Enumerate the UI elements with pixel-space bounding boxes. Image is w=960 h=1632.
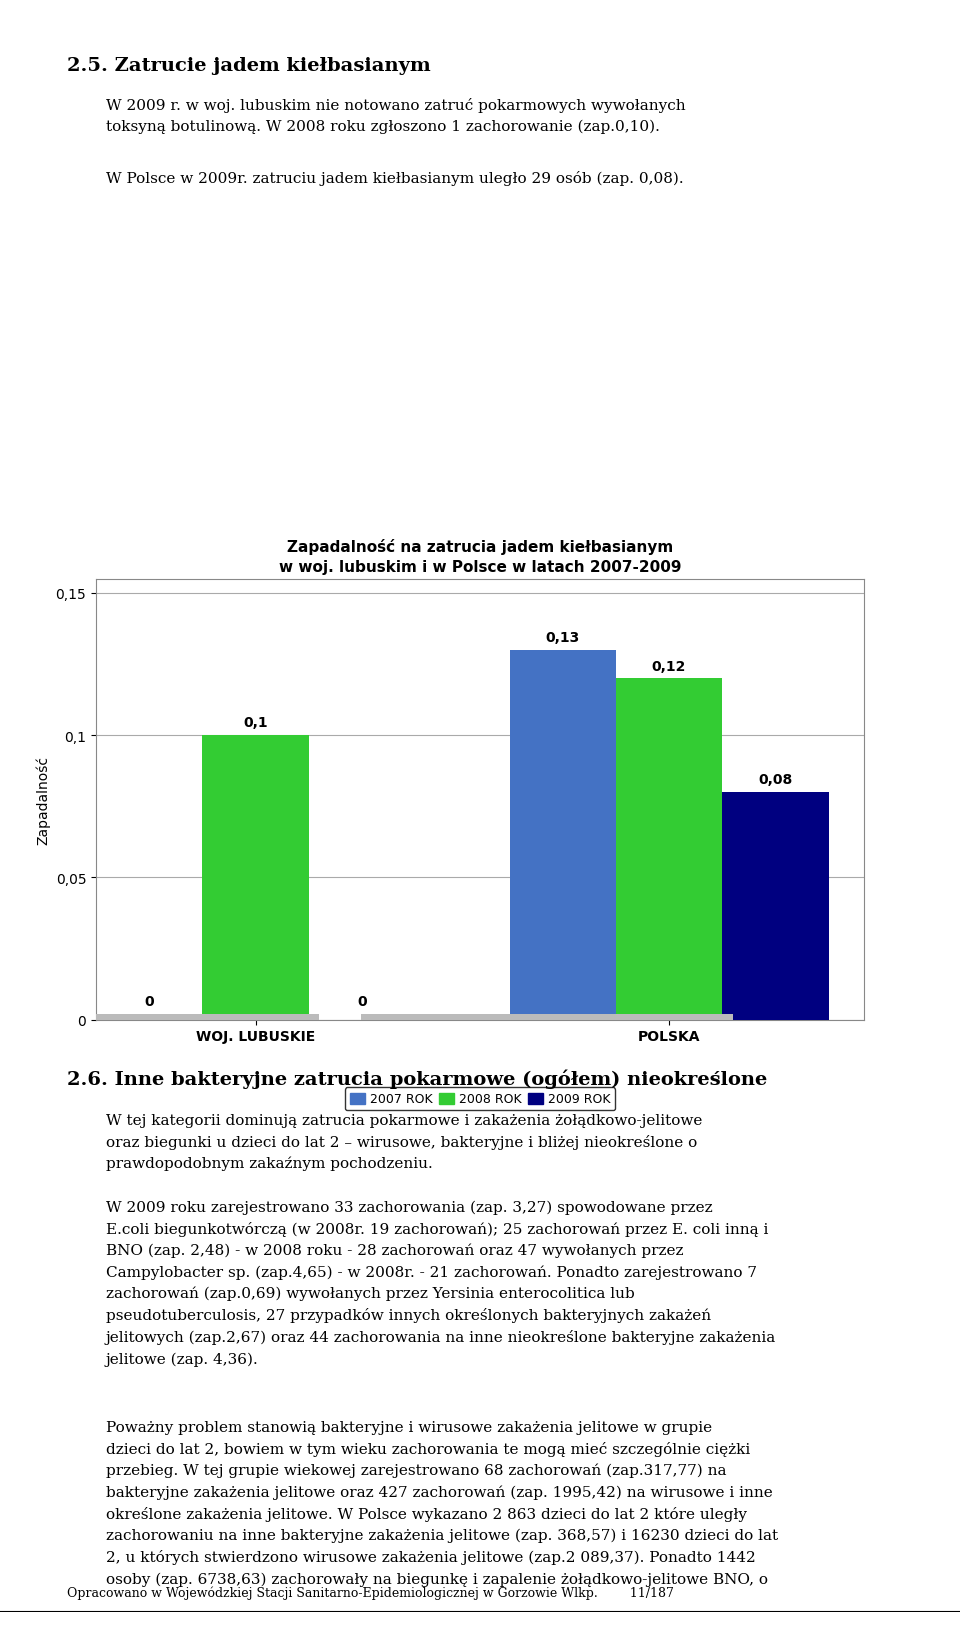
Text: 0,13: 0,13 bbox=[545, 630, 580, 645]
Bar bbox=[616, 679, 722, 1020]
Text: 0,1: 0,1 bbox=[243, 716, 268, 730]
Y-axis label: Zapadalność: Zapadalność bbox=[36, 756, 50, 844]
Text: W 2009 roku zarejestrowano 33 zachorowania (zap. 3,27) spowodowane przez
E.coli : W 2009 roku zarejestrowano 33 zachorowan… bbox=[106, 1200, 776, 1366]
Bar bbox=[361, 1015, 732, 1023]
Bar bbox=[722, 793, 828, 1020]
Bar bbox=[510, 651, 616, 1020]
Text: 2.6. Inne bakteryjne zatrucia pokarmowe (ogółem) nieokreślone: 2.6. Inne bakteryjne zatrucia pokarmowe … bbox=[67, 1069, 767, 1089]
Text: W Polsce w 2009r. zatruciu jadem kiełbasianym uległo 29 osób (zap. 0,08).: W Polsce w 2009r. zatruciu jadem kiełbas… bbox=[106, 171, 684, 186]
Text: W tej kategorii dominują zatrucia pokarmowe i zakażenia żołądkowo-jelitowe
oraz : W tej kategorii dominują zatrucia pokarm… bbox=[106, 1113, 702, 1170]
Bar bbox=[0, 1015, 320, 1023]
Text: Opracowano w Wojewódzkiej Stacji Sanitarno-Epidemiologicznej w Gorzowie Wlkp.   : Opracowano w Wojewódzkiej Stacji Sanitar… bbox=[67, 1586, 674, 1599]
Text: Poważny problem stanowią bakteryjne i wirusowe zakażenia jelitowe w grupie
dziec: Poważny problem stanowią bakteryjne i wi… bbox=[106, 1420, 778, 1586]
Text: 0,08: 0,08 bbox=[758, 774, 793, 787]
Bar bbox=[203, 736, 309, 1020]
Legend: 2007 ROK, 2008 ROK, 2009 ROK: 2007 ROK, 2008 ROK, 2009 ROK bbox=[345, 1087, 615, 1111]
Text: 0,12: 0,12 bbox=[652, 659, 686, 672]
Text: 0: 0 bbox=[144, 994, 154, 1009]
Text: W 2009 r. w woj. lubuskim nie notowano zatruć pokarmowych wywołanych
toksyną bot: W 2009 r. w woj. lubuskim nie notowano z… bbox=[106, 98, 685, 134]
Text: w woj. lubuskim i w Polsce w latach 2007-2009: w woj. lubuskim i w Polsce w latach 2007… bbox=[278, 560, 682, 574]
Text: 2.5. Zatrucie jadem kiełbasianym: 2.5. Zatrucie jadem kiełbasianym bbox=[67, 57, 431, 75]
Text: Zapadalność na zatrucia jadem kiełbasianym: Zapadalność na zatrucia jadem kiełbasian… bbox=[287, 539, 673, 555]
Text: 0: 0 bbox=[357, 994, 367, 1009]
